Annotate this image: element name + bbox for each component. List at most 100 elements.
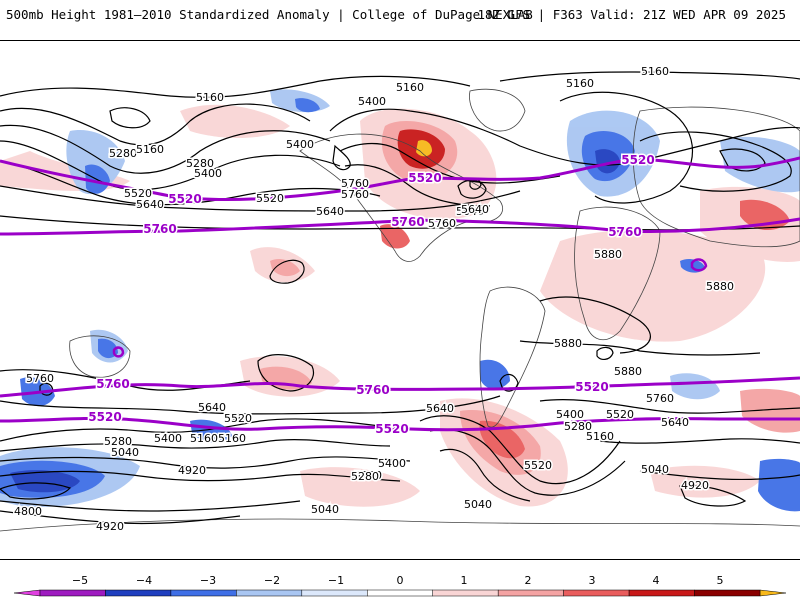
negative-anomaly [670,373,720,400]
contour-label: 5160 [396,81,424,94]
contour-5760-south [0,376,800,398]
contour-line [499,71,800,82]
contour-line [639,131,792,192]
colorbar-tick-label: 1 [461,574,468,587]
contour-label: 5640 [316,205,344,218]
contour-label: 5520 [606,408,634,421]
colorbar-ticks: −5 −4 −3 −2 −1 0 1 2 3 4 5 [72,574,724,587]
contour-label: 5160 [586,430,614,443]
positive-anomaly [650,465,760,498]
contour-label: 5760 [646,392,674,405]
contour-line [519,340,761,356]
contour-line [0,418,381,442]
highlight-contour-label: 5520 [168,192,201,206]
contour-label: 5400 [556,408,584,421]
contour-line [0,140,341,191]
contour-small-loop [112,346,125,358]
highlight-contour-label: 5760 [391,215,424,229]
colorbar: −5 −4 −3 −2 −1 0 1 2 3 4 5 [0,570,800,600]
contour-label: 5880 [594,248,622,261]
negative-anomaly [480,359,510,390]
contour-line [0,124,331,174]
positive-anomaly [380,224,410,249]
positive-anomaly [740,388,800,433]
header: 500mb Height 1981–2010 Standardized Anom… [0,0,800,32]
colorbar-tick-label: 3 [589,574,596,587]
contour-label: 5400 [358,95,386,108]
colorbar-end-high [759,589,787,597]
colorbar-segment [563,589,630,597]
colorbar-segment [628,589,695,597]
contour-label: 5640 [456,205,484,218]
positive-anomaly [540,230,766,342]
contour-small-loop [690,258,708,272]
australia-coast [69,335,131,378]
contour-line [439,448,531,502]
highlight-contours [0,156,800,432]
contour-line [0,500,301,512]
highlight-contour-label: 5520 [408,171,441,185]
contour-line [0,470,401,482]
contour-line [0,510,241,525]
contour-5760-north [0,217,800,236]
contour-line [257,354,314,392]
contour-label: 5520 [124,187,152,200]
positive-anomaly [416,140,432,157]
colorbar-segment [301,589,368,597]
colorbar-tick-label: −2 [264,574,280,587]
highlight-contour-label: 5520 [375,422,408,436]
colorbar-segment [367,589,433,597]
contour-line [339,142,561,184]
colorbar-svg: −5 −4 −3 −2 −1 0 1 2 3 4 5 [13,574,787,597]
contour-label: 5760 [341,177,369,190]
positive-anomaly [300,467,420,507]
negative-anomaly [595,149,620,174]
contour-line [419,415,621,485]
contour-label: 5040 [464,498,492,511]
contour-line [0,75,471,98]
contour-label: 5880 [706,280,734,293]
contour-label: 5640 [136,198,164,211]
contour-label: 5640 [461,203,489,216]
colorbar-tick-label: −3 [200,574,216,587]
negative-anomaly [758,458,800,512]
chart-title: 500mb Height 1981–2010 Standardized Anom… [6,7,533,22]
coastlines [0,88,800,532]
contour-label: 5280 [564,420,592,433]
colorbar-segment [694,589,761,597]
contour-line [559,91,693,204]
north-america-coast [299,133,503,262]
contour-label: 5400 [194,167,222,180]
contour-line [0,456,411,469]
contour-label: 5280 [186,157,214,170]
colorbar-tick-label: 0 [397,574,404,587]
contour-line [639,470,800,481]
contour-line [596,346,614,360]
contour-line [0,103,311,146]
highlight-contour-label: 5760 [356,383,389,397]
colorbar-tick-label: −5 [72,574,88,587]
contour-label: 5160 [218,432,246,445]
colorbar-segment [105,589,172,597]
contour-label: 5040 [111,446,139,459]
positive-anomaly [180,104,290,138]
contour-line [332,144,351,171]
colorbar-tick-label: −4 [136,574,152,587]
contour-label: 5160 [136,143,164,156]
highlight-contour-label: 5760 [96,377,129,391]
contour-label: 4920 [681,479,709,492]
colorbar-segment [497,589,564,597]
contour-line [539,399,800,414]
colorbar-tick-label: −1 [328,574,344,587]
contour-label: 5280 [351,470,379,483]
contour-label: 4920 [96,520,124,533]
contour-5520-south [0,416,800,432]
colorbar-tick-label: 5 [717,574,724,587]
contour-line [679,484,747,507]
contour-label: 5760 [341,188,369,201]
contour-label: 5160 [196,91,224,104]
greenland-coast [469,88,526,132]
highlight-contour-label: 5760 [608,225,641,239]
south-america-coast [479,286,546,428]
